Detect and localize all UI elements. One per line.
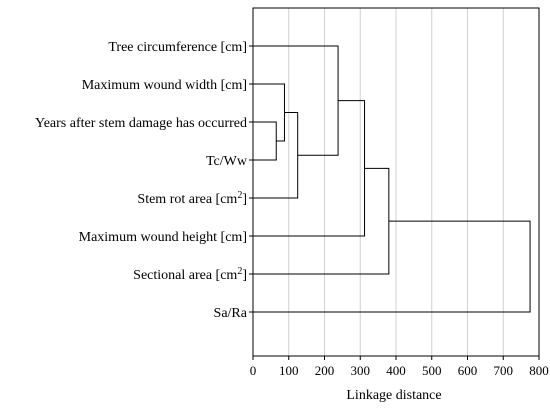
merge-link-c4 <box>253 45 339 156</box>
merge-link-c3 <box>253 112 299 199</box>
x-tick-label: 500 <box>422 363 442 378</box>
x-tick-label: 0 <box>250 363 257 378</box>
merge-link-c1 <box>253 121 277 161</box>
x-tick-label: 300 <box>351 363 371 378</box>
leaf-labels: Tree circumference [cm] Maximum wound wid… <box>35 40 248 321</box>
grid-lines <box>288 8 504 356</box>
leaf-label-sa: Sectional area [cm2] <box>133 266 247 283</box>
x-tick-label: 200 <box>315 363 335 378</box>
dendrogram-links <box>249 45 531 313</box>
leaf-label-mww: Maximum wound width [cm] <box>82 78 247 93</box>
leaf-label-sra: Stem rot area [cm2] <box>137 190 247 207</box>
x-tick-label: 400 <box>386 363 406 378</box>
merge-link-c7 <box>253 220 531 313</box>
leaf-label-tc: Tree circumference [cm] <box>108 40 247 55</box>
x-tick-label: 600 <box>458 363 478 378</box>
leaf-label-tcww: Tc/Ww <box>206 154 248 169</box>
x-tick-label: 700 <box>494 363 514 378</box>
x-axis-title: Linkage distance <box>346 388 441 403</box>
x-tick-label: 100 <box>279 363 299 378</box>
x-axis-ticks: 0 100 200 300 400 500 600 700 800 <box>250 356 549 378</box>
merge-link-c2 <box>253 83 285 142</box>
merge-link-c5 <box>253 100 366 237</box>
x-tick-label: 800 <box>529 363 549 378</box>
leaf-label-yrs: Years after stem damage has occurred <box>35 116 247 131</box>
leaf-label-mwh: Maximum wound height [cm] <box>79 230 247 245</box>
leaf-label-sara: Sa/Ra <box>214 306 248 321</box>
merge-link-c6 <box>253 167 390 275</box>
